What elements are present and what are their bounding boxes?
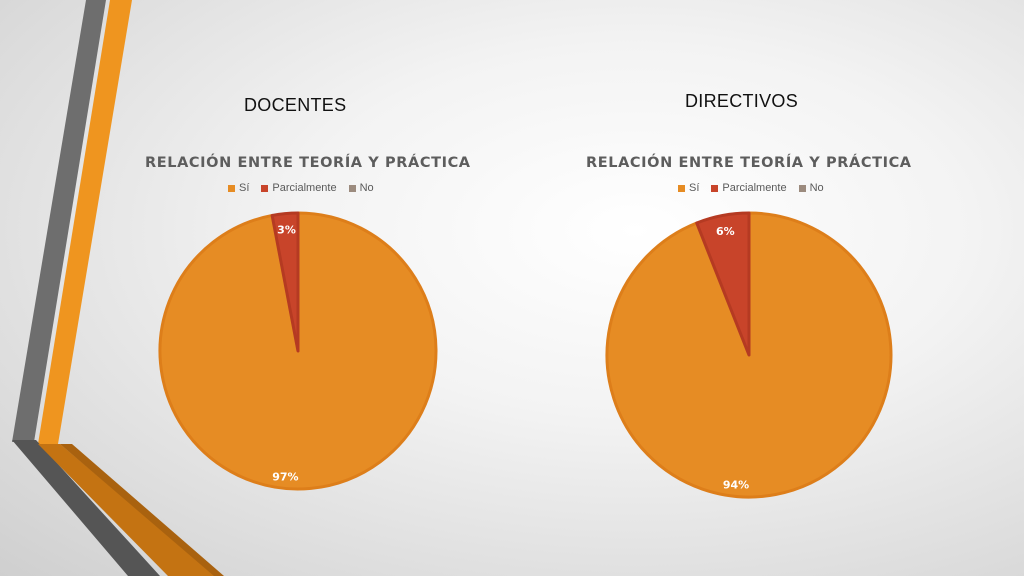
data-label-si: 97%	[272, 470, 298, 483]
data-label-parcialmente: 3%	[277, 224, 296, 237]
legend-swatch-parcialmente	[711, 184, 719, 192]
legend-item-si: Sí	[678, 182, 699, 194]
orange-base-highlight	[60, 444, 224, 576]
pie-slice-parcialmente	[270, 211, 300, 353]
decorative-stripes	[12, 0, 224, 576]
orange-stripe	[38, 0, 132, 444]
legend-swatch-si	[228, 184, 235, 192]
legend-item-no: No	[798, 182, 824, 194]
gray-stripe	[12, 0, 106, 442]
legend-swatch-no	[348, 184, 356, 192]
legend-label-no: No	[359, 182, 374, 194]
orange-base-stripe	[38, 444, 216, 576]
legend-swatch-si	[678, 184, 685, 192]
chart-2-pie: 94% 6%	[605, 211, 893, 499]
gray-base-stripe	[12, 440, 160, 576]
legend-item-parcialmente: Parcialmente	[261, 182, 337, 194]
chart-1-legend: Sí Parcialmente No	[228, 182, 374, 194]
chart-1-title: RELACIÓN ENTRE TEORÍA Y PRÁCTICA	[145, 155, 471, 171]
legend-item-si: Sí	[228, 182, 249, 194]
legend-item-parcialmente: Parcialmente	[711, 182, 787, 194]
legend-item-no: No	[348, 182, 374, 194]
data-label-si: 94%	[723, 478, 749, 491]
chart-1-pie: 97% 3%	[158, 211, 438, 491]
data-label-parcialmente: 6%	[716, 225, 735, 238]
legend-label-si: Sí	[239, 182, 250, 194]
right-heading: DIRECTIVOS	[685, 91, 799, 111]
legend-swatch-parcialmente	[261, 184, 269, 192]
legend-label-si: Sí	[689, 182, 700, 194]
legend-label-parcialmente: Parcialmente	[722, 182, 787, 194]
pie-slice-parcialmente	[695, 211, 751, 357]
chart-2-title: RELACIÓN ENTRE TEORÍA Y PRÁCTICA	[586, 155, 912, 171]
chart-2-legend: Sí Parcialmente No	[678, 182, 824, 194]
legend-label-no: No	[809, 182, 824, 194]
left-heading: DOCENTES	[244, 95, 347, 115]
legend-label-parcialmente: Parcialmente	[272, 182, 337, 194]
legend-swatch-no	[798, 184, 806, 192]
